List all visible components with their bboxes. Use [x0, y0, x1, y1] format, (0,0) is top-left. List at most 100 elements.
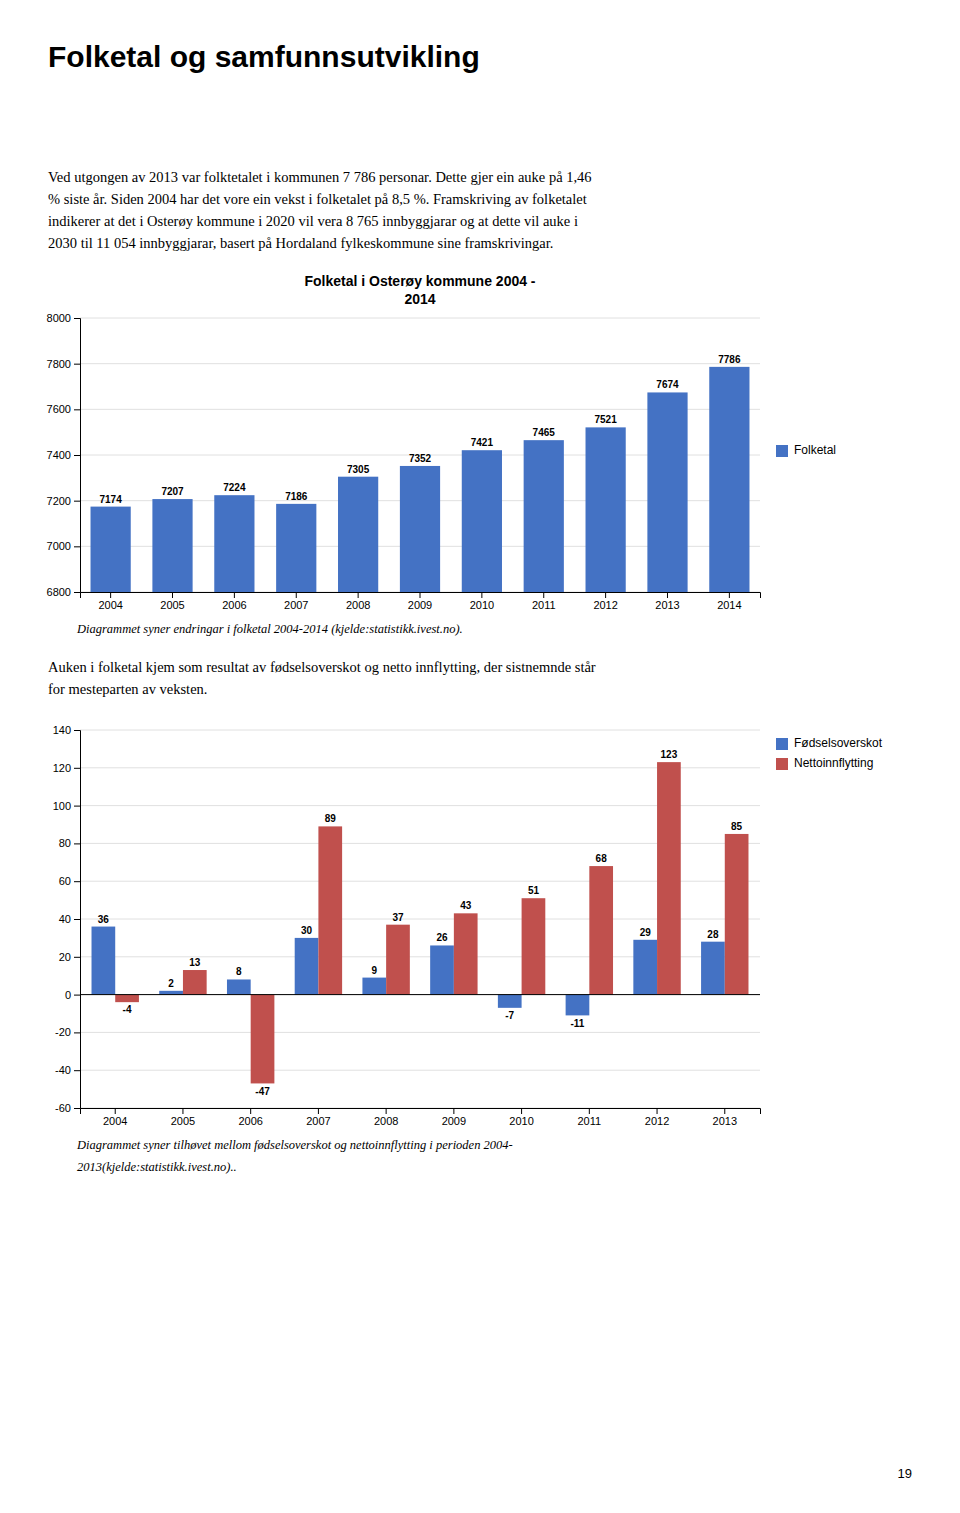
x-tick-label: 2013 [655, 599, 679, 611]
x-tick: 2011 [577, 1108, 601, 1127]
x-tick: 2009 [442, 1108, 466, 1127]
y-tick: 140 [53, 724, 80, 736]
y-tick-mark [74, 881, 80, 882]
data-label: 7305 [347, 464, 370, 475]
x-tick: 2005 [160, 592, 184, 611]
data-label: 7224 [223, 482, 246, 493]
x-tick-mark [543, 592, 544, 598]
y-tick-label: 7400 [47, 449, 71, 461]
x-tick-mark [605, 592, 606, 598]
chart: 2004200520062007200820092010201120122013… [53, 724, 883, 1127]
x-tick: 2011 [532, 592, 556, 611]
legend-item: Fødselsoverskot [776, 736, 883, 750]
bar [214, 495, 254, 592]
bar [657, 762, 681, 994]
x-tick: 2006 [238, 1108, 262, 1127]
grid [80, 318, 760, 592]
bar [462, 450, 502, 592]
x-tick-mark [386, 1108, 387, 1114]
x-tick-mark [182, 1108, 183, 1114]
x-tick: 2007 [306, 1108, 330, 1127]
y-tick-label: 7200 [47, 495, 71, 507]
x-axis-line [81, 593, 761, 599]
bar [566, 995, 590, 1016]
x-tick: 2007 [284, 592, 308, 611]
bars [91, 367, 750, 592]
y-tick: 7000 [47, 540, 80, 552]
x-tick: 2014 [717, 592, 741, 611]
data-label: 9 [372, 965, 378, 976]
x-tick-label: 2005 [171, 1115, 195, 1127]
legend-swatch [776, 758, 788, 770]
y-tick-mark [74, 995, 80, 996]
data-label: 68 [596, 853, 608, 864]
grid-line [80, 363, 760, 364]
y-tick: 60 [59, 875, 80, 887]
y-axis: 6800700072007400760078008000 [47, 312, 81, 598]
x-tick-mark [115, 1108, 116, 1114]
y-tick: 7200 [47, 495, 80, 507]
y-tick-mark [74, 546, 80, 547]
grid-line [80, 1070, 760, 1071]
paragraph-line: % siste år. Siden 2004 har det vore ein … [48, 191, 587, 207]
x-axis: 2004200520062007200820092010201120122013 [81, 1108, 761, 1127]
bar [725, 834, 749, 995]
data-label: -4 [123, 1004, 132, 1015]
legend-label: Folketal [794, 443, 836, 457]
paragraph-line: 2030 til 11 054 innbyggjarar, basert på … [48, 235, 553, 251]
bar [522, 898, 546, 994]
legend-label: Nettoinnflytting [794, 756, 873, 770]
x-tick-label: 2012 [645, 1115, 669, 1127]
page-number: 19 [898, 1466, 912, 1481]
y-tick-mark [74, 1070, 80, 1071]
y-tick-mark [74, 806, 80, 807]
y-tick-mark [74, 919, 80, 920]
y-tick: 7400 [47, 449, 80, 461]
y-tick-label: 8000 [47, 312, 71, 324]
bar [701, 942, 725, 995]
data-label: 37 [392, 912, 404, 923]
x-tick-mark [358, 592, 359, 598]
x-tick-label: 2006 [238, 1115, 262, 1127]
paragraph-line: Ved utgongen av 2013 var folktetalet i k… [48, 169, 592, 185]
data-label: 8 [236, 966, 242, 977]
data-label: 7174 [100, 494, 123, 505]
data-label: 28 [707, 929, 719, 940]
x-tick-label: 2013 [713, 1115, 737, 1127]
y-tick-mark [74, 501, 80, 502]
legend: Folketal [776, 443, 836, 457]
y-tick-label: 7000 [47, 540, 71, 552]
bar [498, 995, 522, 1008]
x-tick: 2005 [171, 1108, 195, 1127]
page: Folketal og samfunnsutviklingVed utgonge… [0, 0, 960, 1513]
bar [709, 367, 749, 592]
bar [115, 995, 139, 1003]
data-label: 7421 [471, 437, 494, 448]
x-tick-label: 2007 [306, 1115, 330, 1127]
bar [91, 507, 131, 592]
legend-swatch [776, 738, 788, 750]
y-axis-line [74, 731, 81, 1109]
x-tick-label: 2008 [346, 599, 370, 611]
x-tick-mark [589, 1108, 590, 1114]
data-label: -11 [571, 1018, 585, 1029]
y-tick: 40 [59, 913, 80, 925]
x-tick-label: 2005 [160, 599, 184, 611]
paragraph-line: Auken i folketal kjem som resultat av fø… [48, 659, 596, 675]
bar [589, 866, 613, 995]
x-tick-label: 2010 [509, 1115, 533, 1127]
y-tick-label: 6800 [47, 586, 71, 598]
data-labels: 7174720772247186730573527421746575217674… [100, 354, 741, 505]
y-tick-label: 140 [53, 724, 71, 736]
y-tick-mark [74, 957, 80, 958]
data-label: 123 [661, 749, 678, 760]
bar [386, 925, 410, 995]
x-tick: 2004 [98, 592, 122, 611]
y-tick-mark [74, 1108, 80, 1109]
bar [400, 466, 440, 592]
x-tick-mark [420, 592, 421, 598]
legend: Fødselsoverskot Nettoinnflytting [776, 736, 883, 770]
y-tick-mark [74, 364, 80, 365]
x-tick: 2008 [346, 592, 370, 611]
y-tick-label: 80 [59, 837, 71, 849]
